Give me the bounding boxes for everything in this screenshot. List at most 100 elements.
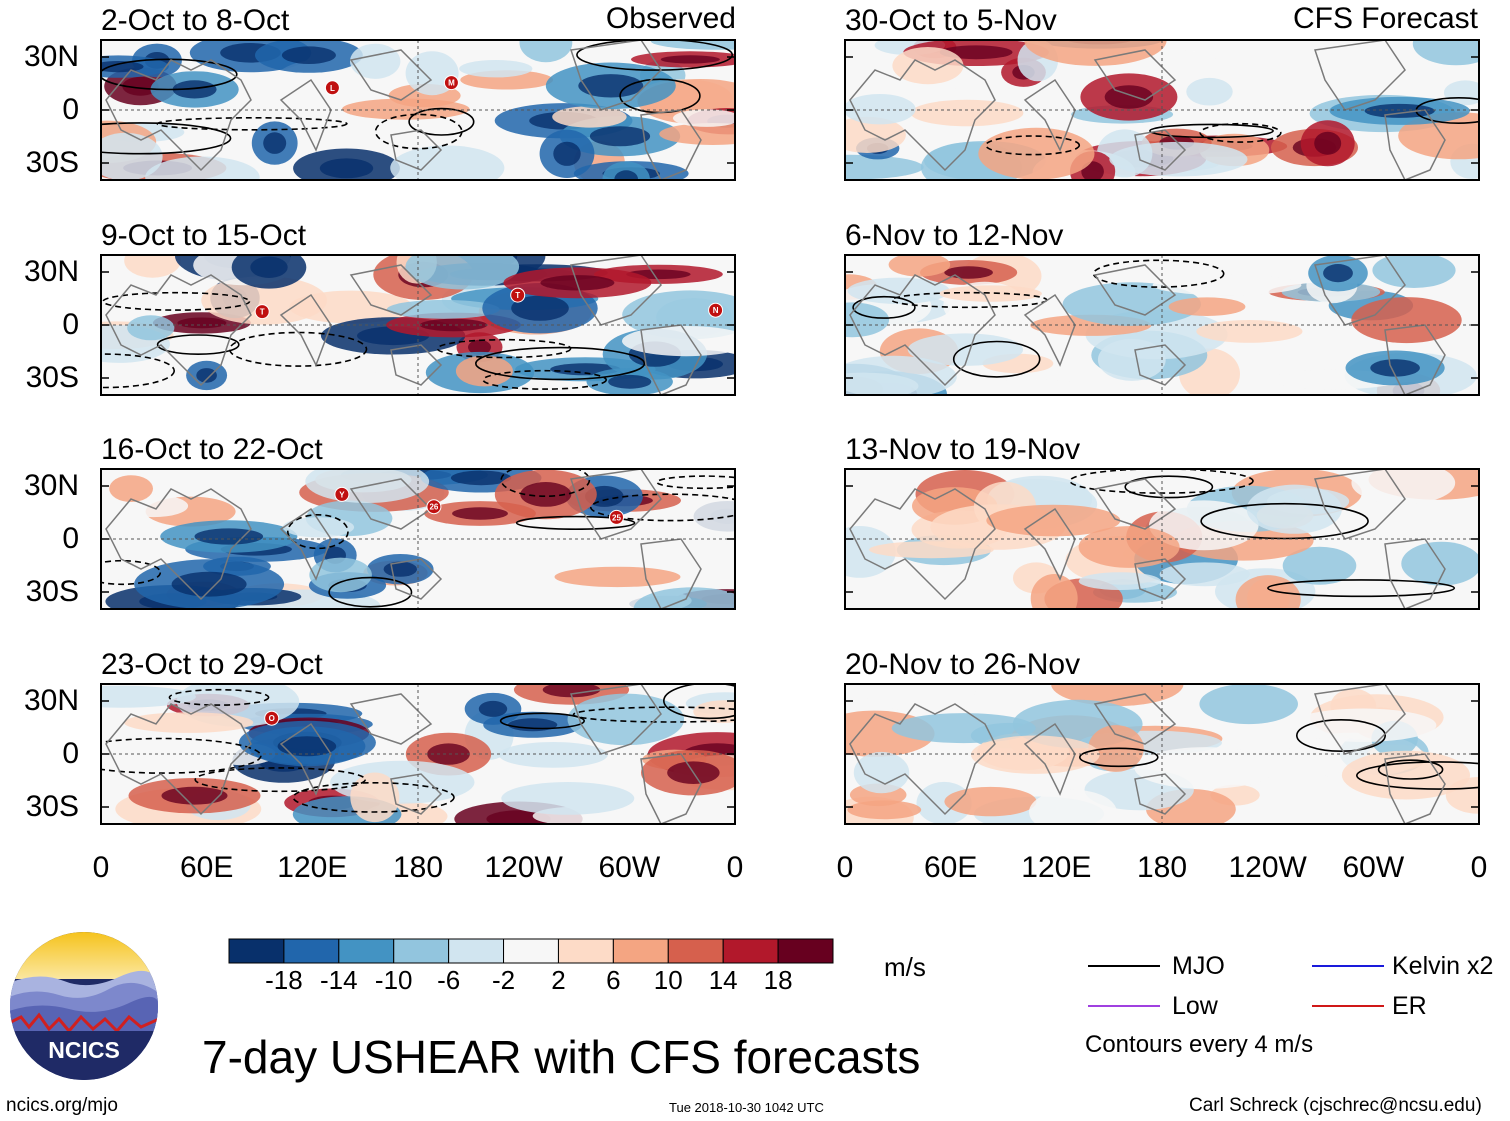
mjo-contour	[482, 369, 608, 390]
y-tick-label: 30S	[25, 575, 79, 608]
colorbar-swatch	[557, 938, 614, 964]
storm-marker	[708, 302, 724, 318]
continent-outline	[279, 722, 332, 796]
continent-outline	[349, 49, 433, 101]
mjo-contour	[952, 340, 1041, 378]
continent-outline	[1093, 49, 1177, 101]
mjo-contour	[515, 515, 636, 531]
x-tick-label: 180	[1136, 851, 1188, 884]
shear-anomaly-core	[171, 571, 247, 597]
shear-anomaly-blob	[1152, 274, 1302, 296]
colorbar-tick-label: -2	[491, 965, 516, 995]
shear-anomaly-blob	[1134, 747, 1277, 789]
shear-anomaly-core	[614, 170, 638, 181]
shear-anomaly-blob	[124, 254, 181, 278]
shear-anomaly-blob	[1341, 750, 1471, 800]
storm-marker-label: O	[269, 714, 275, 723]
shear-anomaly-blob	[1246, 484, 1342, 534]
colorbar-tick-label: 6	[606, 965, 621, 995]
storm-marker-label: Y	[339, 490, 345, 499]
shear-anomaly-blob	[1289, 708, 1437, 742]
panel-map-p5	[844, 39, 1480, 181]
storm-marker	[443, 75, 459, 91]
mjo-contour	[572, 706, 736, 723]
storm-marker-label: 26	[429, 503, 438, 512]
shear-anomaly-blob	[100, 685, 196, 708]
shear-anomaly-core	[452, 507, 508, 520]
continent-outline	[1384, 538, 1446, 610]
mjo-contour	[1377, 759, 1444, 780]
continent-outline	[1134, 773, 1187, 815]
continent-outline	[390, 344, 443, 386]
panel-title-p2: 9-Oct to 15-Oct	[101, 219, 307, 252]
shear-anomaly-blob	[975, 379, 1095, 396]
x-tick-label: 0	[1470, 851, 1488, 884]
panel-title-p7: 13-Nov to 19-Nov	[845, 433, 1081, 466]
x-tick-label: 120E	[277, 851, 348, 884]
continent-outline	[640, 109, 702, 181]
y-tick-label: 30N	[23, 684, 79, 717]
colorbar-tick-label: 14	[708, 965, 738, 995]
storm-marker-label: M	[448, 79, 455, 88]
x-tick-label: 120W	[484, 851, 563, 884]
mjo-contour	[852, 295, 916, 319]
site-link[interactable]: ncics.org/mjo	[6, 1095, 118, 1116]
shear-anomaly-blob	[844, 154, 924, 180]
mjo-contour	[100, 58, 238, 91]
mjo-contour	[1267, 579, 1456, 598]
shear-anomaly-core	[1323, 264, 1353, 283]
y-tick-label: 30N	[23, 255, 79, 288]
shear-anomaly-core	[194, 528, 264, 545]
mjo-contour	[1149, 123, 1274, 139]
x-tick-label: 60E	[179, 851, 234, 884]
continent-outline	[1384, 753, 1446, 825]
storm-marker	[264, 710, 280, 726]
mjo-contour	[1199, 122, 1282, 143]
continent-outline	[1023, 78, 1076, 152]
shear-anomaly-blob	[1372, 254, 1456, 288]
continent-outline	[640, 538, 702, 610]
colorbar-tick-label: -6	[437, 965, 461, 995]
author-credit: Carl Schreck (cjschrec@ncsu.edu)	[1189, 1095, 1482, 1116]
mjo-contour	[656, 475, 736, 490]
shear-anomaly-blob	[944, 786, 1037, 817]
shear-anomaly-blob	[680, 500, 736, 544]
shear-anomaly-core	[511, 295, 569, 321]
y-tick-label: 30N	[23, 40, 79, 73]
continent-outline	[1093, 693, 1177, 745]
continent-outline	[1384, 109, 1446, 181]
contour-note: Contours every 4 m/s	[1085, 1031, 1314, 1058]
shear-anomaly-core	[427, 743, 470, 765]
colorbar-tick-label: -10	[374, 965, 413, 995]
x-tick-label: 120E	[1021, 851, 1092, 884]
continent-outline	[390, 773, 443, 815]
shear-anomaly-blob	[853, 751, 910, 794]
shear-anomaly-blob	[519, 39, 573, 63]
colorbar-swatch	[722, 938, 779, 964]
observed-label: Observed	[605, 2, 736, 35]
shear-anomaly-blob	[1078, 526, 1180, 568]
shear-anomaly-blob	[124, 712, 254, 733]
y-tick-label: 30N	[23, 469, 79, 502]
shear-anomaly-blob	[405, 254, 520, 290]
shear-anomaly-core	[161, 786, 228, 805]
shear-anomaly-core	[250, 256, 288, 278]
legend-label-mjo: MJO	[1172, 952, 1225, 980]
shear-anomaly-blob	[498, 742, 608, 768]
storm-marker	[426, 499, 442, 515]
shear-anomaly-core	[172, 80, 217, 99]
shear-anomaly-blob	[350, 43, 401, 79]
shear-anomaly-blob	[1351, 468, 1456, 505]
mjo-contour	[328, 576, 413, 608]
colorbar-tick-label: -14	[320, 965, 358, 995]
mjo-contour	[1078, 747, 1159, 768]
legend-label-low: Low	[1172, 992, 1218, 1020]
shear-anomaly-core	[319, 158, 374, 179]
continent-outline	[1134, 344, 1187, 386]
shear-anomaly-core	[277, 736, 337, 757]
mjo-contour	[156, 117, 348, 131]
storm-marker-label: T	[515, 291, 520, 300]
shear-anomaly-blob	[844, 94, 916, 125]
colorbar-tick-label: -18	[265, 965, 303, 995]
continent-outline	[1023, 722, 1076, 796]
